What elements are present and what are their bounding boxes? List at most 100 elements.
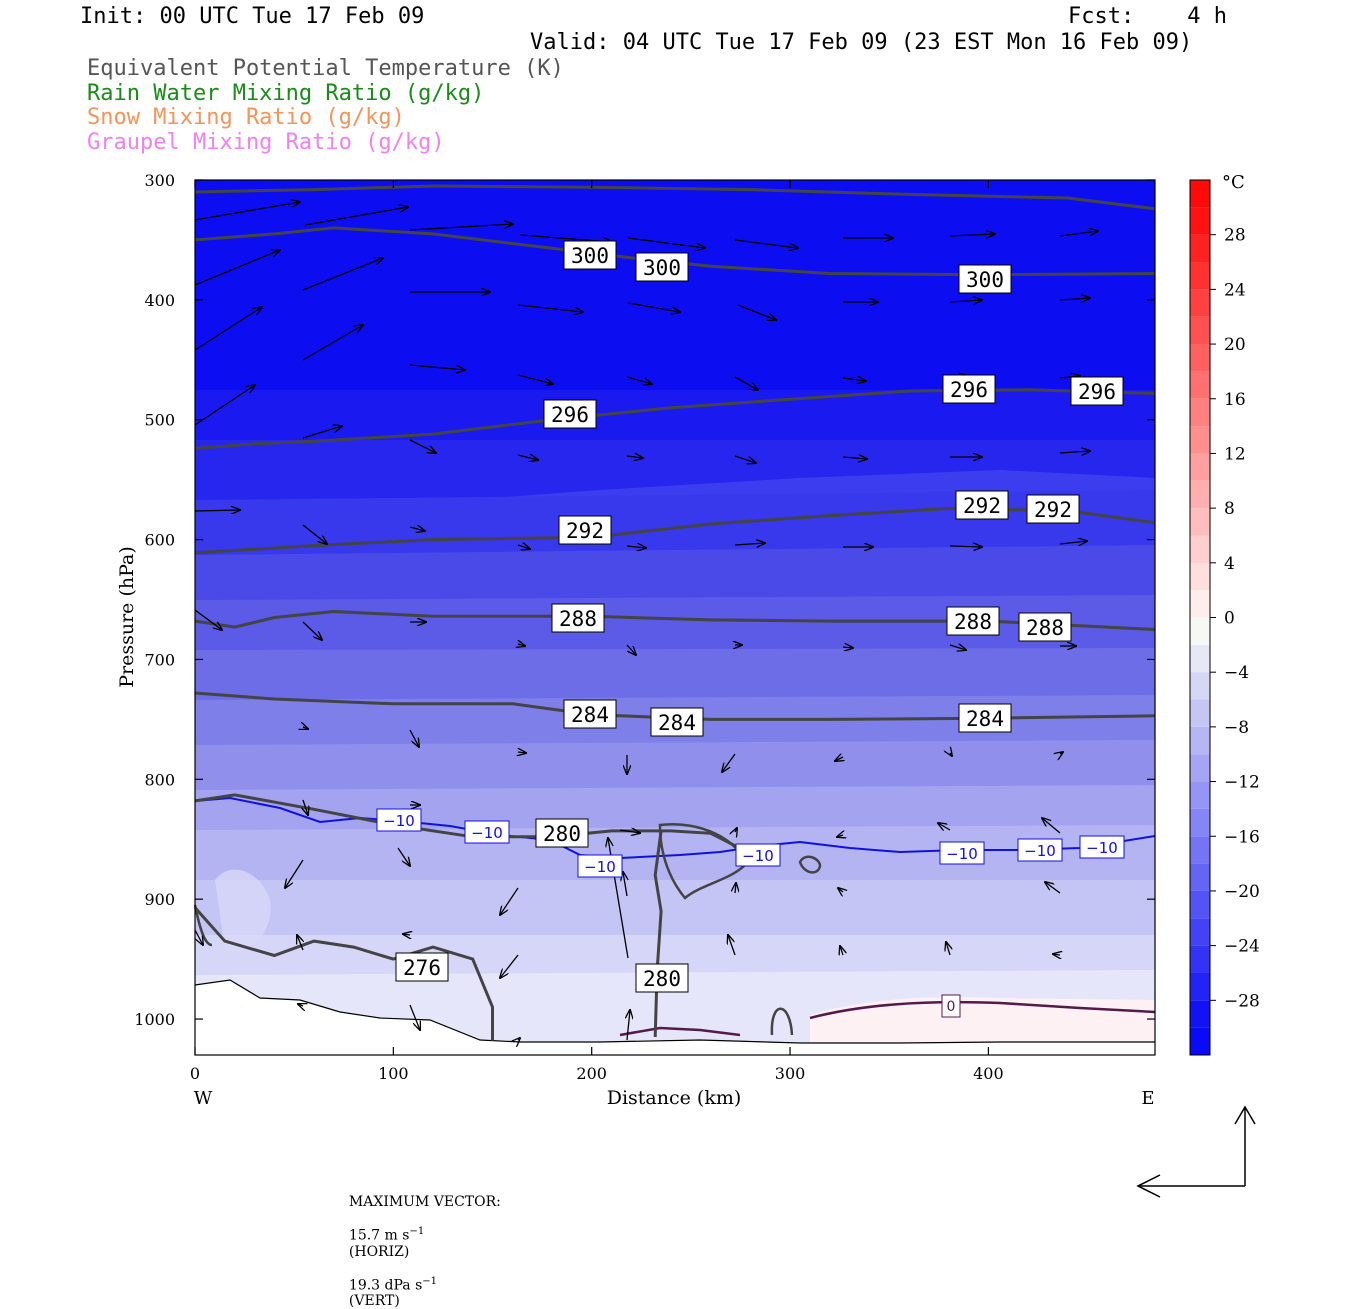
wind-vector [409,364,465,370]
wind-vector [302,258,383,291]
colorbar-tick-label: −12 [1224,773,1260,793]
isotherm-label-minus10: −10 [946,845,978,863]
isotherm-label-minus10: −10 [1086,839,1118,857]
wind-vector [409,439,436,453]
y-tick-label: 500 [144,411,175,430]
theta-e-label-box [958,703,1012,733]
colorbar-swatch [1190,453,1210,481]
colorbar-swatch [1190,754,1210,782]
colorbar-swatch [1190,316,1210,345]
isotherm-label-box [577,854,623,878]
axes: 0 100 200 300 400 300 400 500 600 700 800 900 1000 [134,171,1155,1083]
colorbar-tick-label: 4 [1224,554,1235,574]
footer-horiz-value: 15.7 m s [348,1227,410,1244]
wind-vector [518,644,525,646]
wind-vector [1059,231,1098,237]
field-label-graupel: Graupel Mixing Ratio (g/kg) [87,130,445,155]
theta-e-label: 300 [643,256,681,280]
colorbar-swatch [1190,808,1210,837]
colorbar-unit: °C [1222,172,1245,193]
theta-e-contour-280 [653,830,663,1038]
theta-e-label: 280 [643,967,681,991]
wind-vector [623,872,627,897]
y-tick-label: 300 [144,171,175,190]
footer-horiz-exp: −1 [409,1226,425,1237]
theta-e-contour-288 [194,609,1156,631]
wind-vector [737,304,776,320]
isotherm-zero [619,1000,1156,1037]
colorbar-swatch [1190,508,1210,536]
theta-e-contours [193,184,1156,1041]
footer-max-vector: MAXIMUM VECTOR: 15.7 m s−1 (HORIZ) 19.3 … [340,1178,501,1309]
isotherm-label-minus10: −10 [383,812,415,830]
colorbar-swatch [1190,398,1210,427]
footer-vert-tag: (VERT) [348,1293,400,1309]
wind-vector [518,752,526,753]
wind-vector [409,224,513,231]
colorbar-tick-label: 20 [1224,335,1246,355]
theta-e-label-box [958,264,1012,294]
theta-e-label-box [942,374,996,404]
theta-e-left-curve [193,904,213,947]
wind-vector [938,823,951,830]
wind-vector [500,887,519,915]
colorbar-tick-label: −28 [1224,991,1260,1011]
wind-vector [735,883,736,894]
isotherm-minus10-loop [798,855,822,874]
isotherm-label-box [1017,838,1063,862]
theta-e-label: 288 [1026,616,1064,640]
wind-vector [627,1010,630,1041]
isotherm-label-minus10: −10 [584,858,616,876]
colorbar-swatch [1190,972,1210,1001]
theta-e-label-box [558,515,612,545]
wind-vector [627,302,680,312]
west-label: W [194,1088,213,1109]
colorbar-swatch [1190,726,1210,755]
wind-vector [626,376,652,384]
theta-e-label-box [551,603,605,633]
colorbar-swatch [1190,180,1210,208]
y-tick-label: 900 [144,890,175,909]
field-label-theta-e: Equivalent Potential Temperature (K) [87,56,564,81]
wind-vector [835,757,843,761]
wind-vector [194,510,240,511]
theta-e-label-box [395,952,449,982]
theta-e-label: 288 [559,607,597,631]
theta-e-label-box [955,490,1009,520]
colorbar-swatch [1190,289,1210,317]
colorbar-swatch [1190,535,1210,563]
isotherm-label-box [735,843,781,867]
colorbar-swatch [1190,863,1210,891]
theta-e-label: 292 [1034,498,1072,522]
isotherm-label-box [464,820,510,844]
theta-e-label: 296 [1078,380,1116,404]
isotherm-label-box [939,841,985,865]
colorbar-swatch [1190,344,1210,372]
colorbar-tick-label: 16 [1224,390,1246,410]
colorbar-tick-label: −4 [1224,663,1249,683]
wind-vector [1059,541,1087,544]
colorbar-tick-label: 0 [1224,609,1235,629]
y-tick-label: 600 [144,531,175,550]
colorbar-swatch [1190,699,1210,727]
theta-e-label: 284 [966,707,1004,731]
wind-vector [734,376,758,390]
wind-vector [298,1004,303,1006]
wind-vector [517,455,538,460]
theta-e-label-box [543,399,597,429]
colorbar-swatch [1190,672,1210,700]
wind-vector [517,374,553,384]
x-tick-label: 100 [378,1064,409,1083]
y-tick-label: 800 [144,770,175,789]
wind-vector [619,830,640,833]
colorbar-swatch [1190,371,1210,399]
field-label-snow: Snow Mixing Ratio (g/kg) [87,105,405,130]
wind-vector [302,621,322,640]
y-tick-label: 700 [144,650,175,669]
colorbar-tick-label: 12 [1224,444,1246,464]
theta-e-label-box [1026,494,1080,524]
theta-e-label: 296 [950,378,988,402]
colorbar-swatch [1190,1000,1210,1028]
reference-vector [1136,1105,1256,1198]
